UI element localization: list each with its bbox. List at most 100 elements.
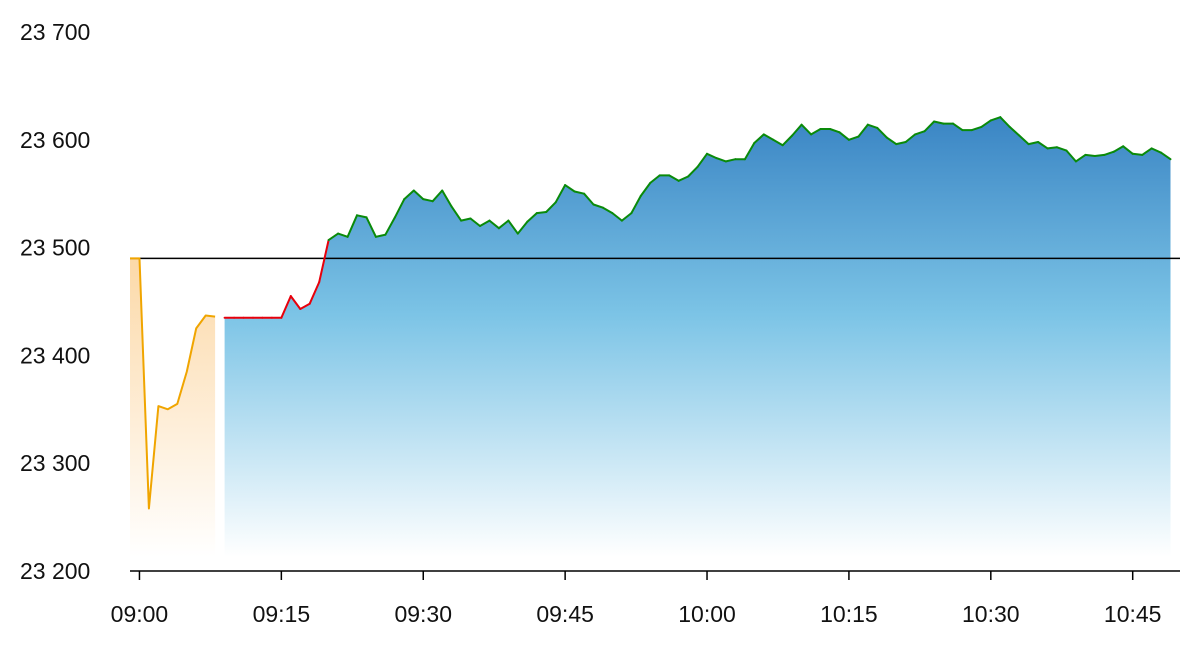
price-segment bbox=[573, 190, 586, 195]
price-segment bbox=[1141, 147, 1153, 156]
price-segment bbox=[299, 302, 311, 310]
price-segment bbox=[923, 120, 936, 133]
price-segment bbox=[403, 189, 415, 201]
price-segment bbox=[488, 219, 500, 230]
price-line-layer bbox=[130, 116, 1172, 510]
y-axis-labels: 23 200 23 300 23 400 23 500 23 600 23 700 bbox=[20, 19, 90, 584]
price-segment bbox=[847, 135, 860, 141]
price-segment bbox=[412, 189, 425, 201]
price-segment bbox=[469, 217, 481, 227]
price-segment bbox=[800, 123, 813, 136]
x-tick-label: 09:30 bbox=[394, 601, 452, 627]
price-segment bbox=[914, 130, 926, 136]
price-segment bbox=[356, 214, 368, 219]
y-tick-label: 23 700 bbox=[20, 19, 90, 45]
price-segment bbox=[1074, 153, 1087, 163]
price-segment bbox=[989, 116, 1002, 122]
price-segment bbox=[450, 205, 463, 222]
price-segment bbox=[706, 152, 718, 160]
price-segment bbox=[564, 184, 576, 193]
price-segment bbox=[1056, 146, 1068, 152]
price-segment bbox=[280, 295, 292, 319]
price-segment bbox=[422, 198, 434, 203]
price-segment bbox=[497, 219, 510, 230]
price-segment bbox=[715, 157, 727, 163]
price-segment bbox=[866, 123, 879, 129]
price-segment bbox=[583, 192, 595, 206]
price-segment bbox=[677, 175, 690, 182]
price-segment bbox=[743, 142, 756, 161]
price-segment bbox=[781, 134, 794, 147]
price-segment bbox=[933, 120, 945, 125]
price-segment bbox=[308, 281, 321, 305]
price-segment bbox=[980, 119, 992, 128]
price-segment bbox=[687, 165, 699, 178]
price-segment bbox=[318, 239, 330, 284]
price-segment bbox=[895, 141, 907, 146]
x-tick-label: 10:15 bbox=[820, 601, 878, 627]
price-segment bbox=[554, 184, 567, 204]
price-segment bbox=[431, 189, 444, 203]
x-tick-label: 09:00 bbox=[111, 601, 169, 627]
x-tick-label: 10:45 bbox=[1104, 601, 1162, 627]
price-segment bbox=[1084, 153, 1096, 157]
y-tick-label: 23 600 bbox=[20, 127, 90, 153]
price-segment bbox=[838, 131, 850, 141]
y-tick-label: 23 400 bbox=[20, 342, 90, 368]
y-tick-label: 23 200 bbox=[20, 558, 90, 584]
price-segment bbox=[1122, 145, 1134, 155]
price-segment bbox=[441, 189, 453, 208]
price-segment bbox=[289, 295, 302, 310]
price-segment bbox=[1065, 149, 1077, 163]
price-segment bbox=[1131, 152, 1144, 156]
price-segment bbox=[970, 125, 983, 132]
price-segment bbox=[772, 138, 784, 147]
price-segment bbox=[668, 174, 680, 182]
price-segment bbox=[696, 152, 708, 168]
price-segment bbox=[384, 216, 396, 236]
price-segment bbox=[545, 201, 557, 213]
x-tick-label: 10:00 bbox=[678, 601, 736, 627]
price-segment bbox=[620, 212, 633, 222]
price-segment bbox=[649, 174, 661, 184]
price-segment bbox=[1008, 125, 1021, 137]
x-axis-labels: 09:00 09:15 09:30 09:45 10:00 10:15 10:30 10:45 bbox=[111, 601, 1162, 627]
price-segment bbox=[602, 206, 614, 215]
price-segment bbox=[1160, 151, 1172, 161]
price-segment bbox=[1112, 145, 1125, 153]
price-segment bbox=[829, 128, 841, 134]
price-segment bbox=[346, 214, 358, 238]
price-segment bbox=[791, 123, 803, 137]
price-segment bbox=[526, 212, 538, 223]
price-segment bbox=[999, 116, 1011, 128]
x-tick-label: 10:30 bbox=[962, 601, 1020, 627]
price-segment bbox=[753, 133, 765, 144]
price-segment bbox=[639, 181, 652, 197]
y-tick-label: 23 500 bbox=[20, 235, 90, 261]
price-segment bbox=[876, 126, 888, 139]
price-segment bbox=[535, 211, 548, 215]
price-segment bbox=[393, 198, 406, 219]
price-segment bbox=[1037, 141, 1049, 150]
price-segment bbox=[724, 158, 737, 163]
price-segment bbox=[1046, 146, 1058, 150]
pre-open-price-line bbox=[130, 257, 216, 510]
session-area bbox=[224, 117, 1171, 557]
price-segment bbox=[1093, 153, 1106, 157]
price-segment bbox=[507, 219, 519, 235]
price-segment bbox=[857, 123, 869, 138]
price-segment bbox=[1150, 147, 1163, 154]
price-segment bbox=[952, 122, 964, 132]
price-segment bbox=[365, 216, 377, 238]
price-segment bbox=[516, 220, 529, 235]
price-segment bbox=[592, 203, 604, 209]
price-segment bbox=[611, 212, 623, 222]
price-segment bbox=[460, 217, 472, 222]
price-segment bbox=[904, 133, 917, 143]
y-tick-label: 23 300 bbox=[20, 450, 90, 476]
price-segment bbox=[1103, 150, 1115, 156]
price-segment bbox=[1027, 141, 1040, 146]
price-segment bbox=[762, 133, 775, 141]
price-segment bbox=[337, 232, 349, 238]
